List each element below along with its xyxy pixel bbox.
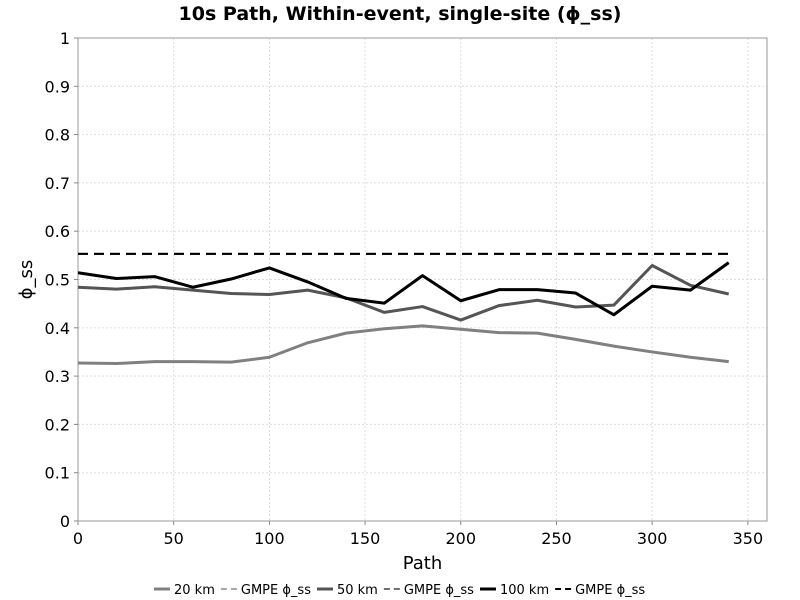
y-tick-label: 0.6	[45, 222, 70, 241]
legend-label: 20 km	[174, 583, 215, 598]
x-tick-label: 0	[73, 529, 83, 548]
grid	[77, 37, 767, 522]
y-tick-label: 0.8	[45, 126, 70, 145]
y-tick-label: 0.4	[45, 319, 70, 338]
legend-label: 50 km	[337, 583, 378, 598]
y-tick-label: 0.7	[45, 174, 70, 193]
x-tick-label: 100	[254, 529, 285, 548]
y-tick-label: 0.2	[45, 415, 70, 434]
y-axis-label: ϕ_ss	[16, 260, 37, 300]
y-tick-label: 0.9	[45, 77, 70, 96]
x-tick-label: 300	[637, 529, 668, 548]
legend: 20 km GMPE ϕ_ss 50 km GMPE ϕ_ss 100 km GMPE ϕ…	[154, 583, 645, 598]
legend-label: 100 km	[500, 583, 549, 598]
chart-title: 10s Path, Within-event, single-site (ϕ_s…	[179, 3, 622, 25]
x-tick-label: 350	[733, 529, 764, 548]
y-tick-label: 1	[60, 29, 70, 48]
legend-label: GMPE ϕ_ss	[241, 583, 311, 598]
x-axis-label: Path	[403, 553, 443, 574]
y-tick-label: 0.5	[45, 271, 70, 290]
series-line-3	[77, 263, 730, 322]
y-tick-label: 0.1	[45, 464, 70, 483]
series-group	[77, 252, 730, 366]
x-tick-label: 200	[446, 529, 477, 548]
legend-label: GMPE ϕ_ss	[404, 583, 474, 598]
series-line-1	[77, 324, 729, 366]
x-tick-label: 250	[541, 529, 572, 548]
x-axis: 0 50 100 150 200 250 300 350	[73, 521, 763, 548]
x-tick-label: 50	[164, 529, 184, 548]
y-tick-label: 0.3	[45, 367, 70, 386]
x-tick-label: 150	[350, 529, 381, 548]
series-line-5	[77, 261, 730, 317]
y-axis: 0 0.1 0.2 0.3 0.4 0.5 0.6 0.7 0.8 0.9 1	[45, 29, 78, 531]
y-tick-label: 0	[60, 512, 70, 531]
legend-label: GMPE ϕ_ss	[575, 583, 645, 598]
